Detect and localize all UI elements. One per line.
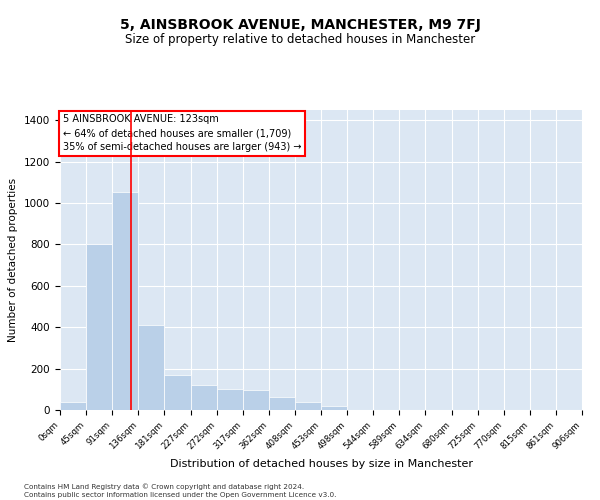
Bar [112,192,139,410]
Bar [295,402,321,410]
Text: 5 AINSBROOK AVENUE: 123sqm
← 64% of detached houses are smaller (1,709)
35% of s: 5 AINSBROOK AVENUE: 123sqm ← 64% of deta… [62,114,301,152]
Bar [60,402,86,410]
Bar [242,390,269,410]
Y-axis label: Number of detached properties: Number of detached properties [8,178,19,342]
Text: 5, AINSBROOK AVENUE, MANCHESTER, M9 7FJ: 5, AINSBROOK AVENUE, MANCHESTER, M9 7FJ [119,18,481,32]
Text: Size of property relative to detached houses in Manchester: Size of property relative to detached ho… [125,32,475,46]
Bar [321,406,347,410]
Bar [164,375,191,410]
Text: Contains HM Land Registry data © Crown copyright and database right 2024.
Contai: Contains HM Land Registry data © Crown c… [24,484,337,498]
Bar [191,385,217,410]
X-axis label: Distribution of detached houses by size in Manchester: Distribution of detached houses by size … [170,459,473,469]
Bar [86,244,112,410]
Bar [217,390,242,410]
Bar [139,325,164,410]
Bar [269,396,295,410]
